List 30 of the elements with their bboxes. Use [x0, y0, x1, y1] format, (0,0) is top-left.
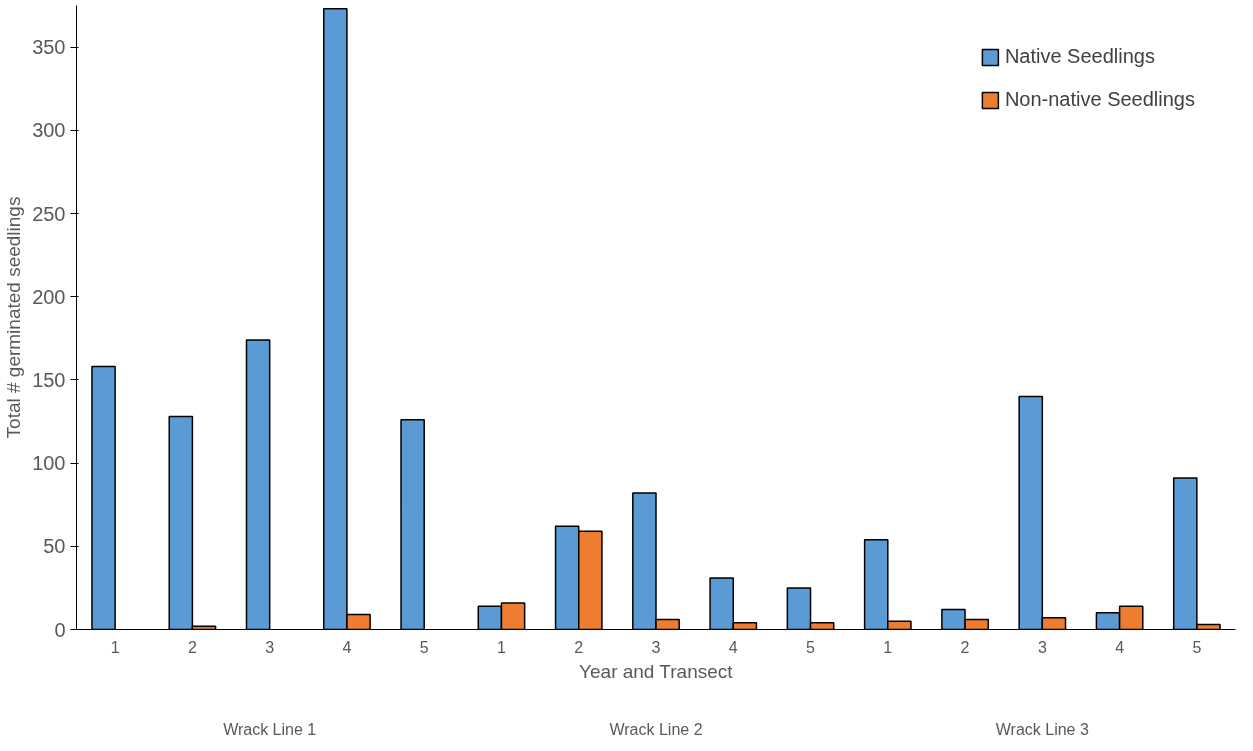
y-tick-label: 50: [43, 535, 66, 558]
y-tick-label: 150: [32, 368, 66, 391]
x-tick-label: 2: [574, 638, 584, 656]
x-tick-label: 1: [110, 638, 120, 656]
y-tick-label: 100: [32, 452, 66, 475]
x-axis-title: Year and Transect: [579, 660, 734, 682]
x-tick-label: 5: [419, 638, 429, 656]
x-tick-label: 5: [1192, 638, 1202, 656]
x-tick-label: 3: [265, 638, 275, 656]
y-tick-label: 300: [32, 119, 66, 142]
x-tick-label: 4: [1115, 638, 1125, 656]
text: Wrack Line 2: [609, 720, 703, 738]
x-tick-label: 5: [806, 638, 816, 656]
x-tick-label: 3: [651, 638, 661, 656]
y-tick-label: 350: [32, 36, 66, 59]
x-tick-label: 2: [187, 638, 197, 656]
y-tick-label: 250: [32, 202, 66, 225]
x-tick-label: 4: [342, 638, 352, 656]
text: Wrack Line 1: [223, 720, 317, 738]
legend-label: Non-native Seedlings: [1004, 88, 1195, 111]
legend-label: Native Seedlings: [1004, 45, 1155, 68]
text: Wrack Line 3: [995, 720, 1089, 738]
x-tick-label: 2: [960, 638, 970, 656]
x-tick-label: 1: [883, 638, 893, 656]
x-tick-label: 1: [497, 638, 507, 656]
x-tick-label: 3: [1037, 638, 1047, 656]
y-axis-title: Total # germinated seedlings: [3, 196, 25, 439]
y-tick-label: 200: [32, 285, 66, 308]
x-tick-label: 4: [728, 638, 738, 656]
y-tick-label: 0: [54, 618, 66, 641]
